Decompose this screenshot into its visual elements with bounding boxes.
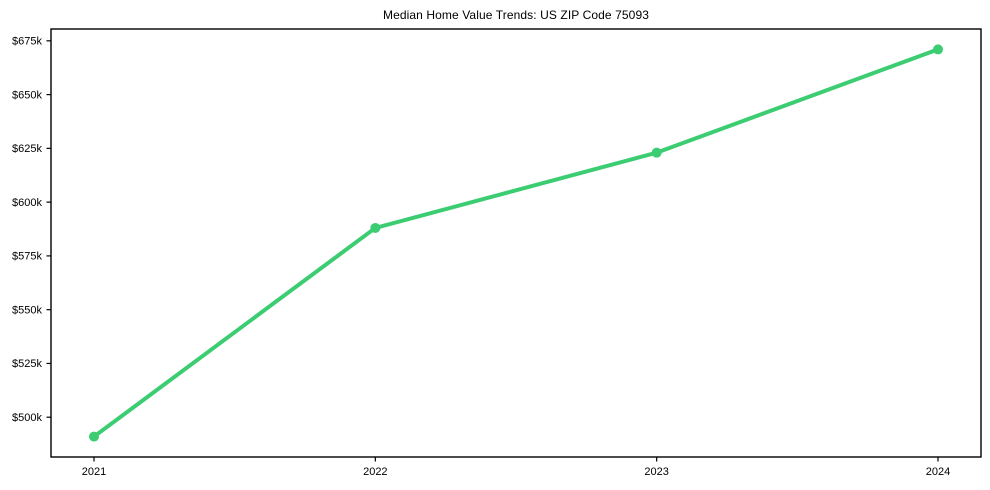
x-tick-label: 2023 [644,466,668,478]
data-point-marker [89,431,99,442]
y-tick-label: $675k [12,36,42,48]
x-tick-label: 2022 [363,466,387,478]
y-tick-label: $550k [12,304,42,316]
plot-frame [50,28,982,458]
x-tick-label: 2021 [82,466,106,478]
y-tick-label: $625k [12,143,42,155]
y-tick-label: $525k [12,358,42,370]
data-point-marker [651,147,662,158]
x-tick-label: 2024 [926,466,950,478]
chart-title: Median Home Value Trends: US ZIP Code 75… [382,8,649,22]
y-tick-label: $500k [12,412,42,424]
data-point-marker [933,44,943,55]
data-line [92,47,940,439]
data-point-marker [370,222,381,233]
y-tick-label: $650k [12,89,42,101]
y-tick-label: $600k [12,197,42,209]
y-tick-label: $575k [12,251,42,263]
